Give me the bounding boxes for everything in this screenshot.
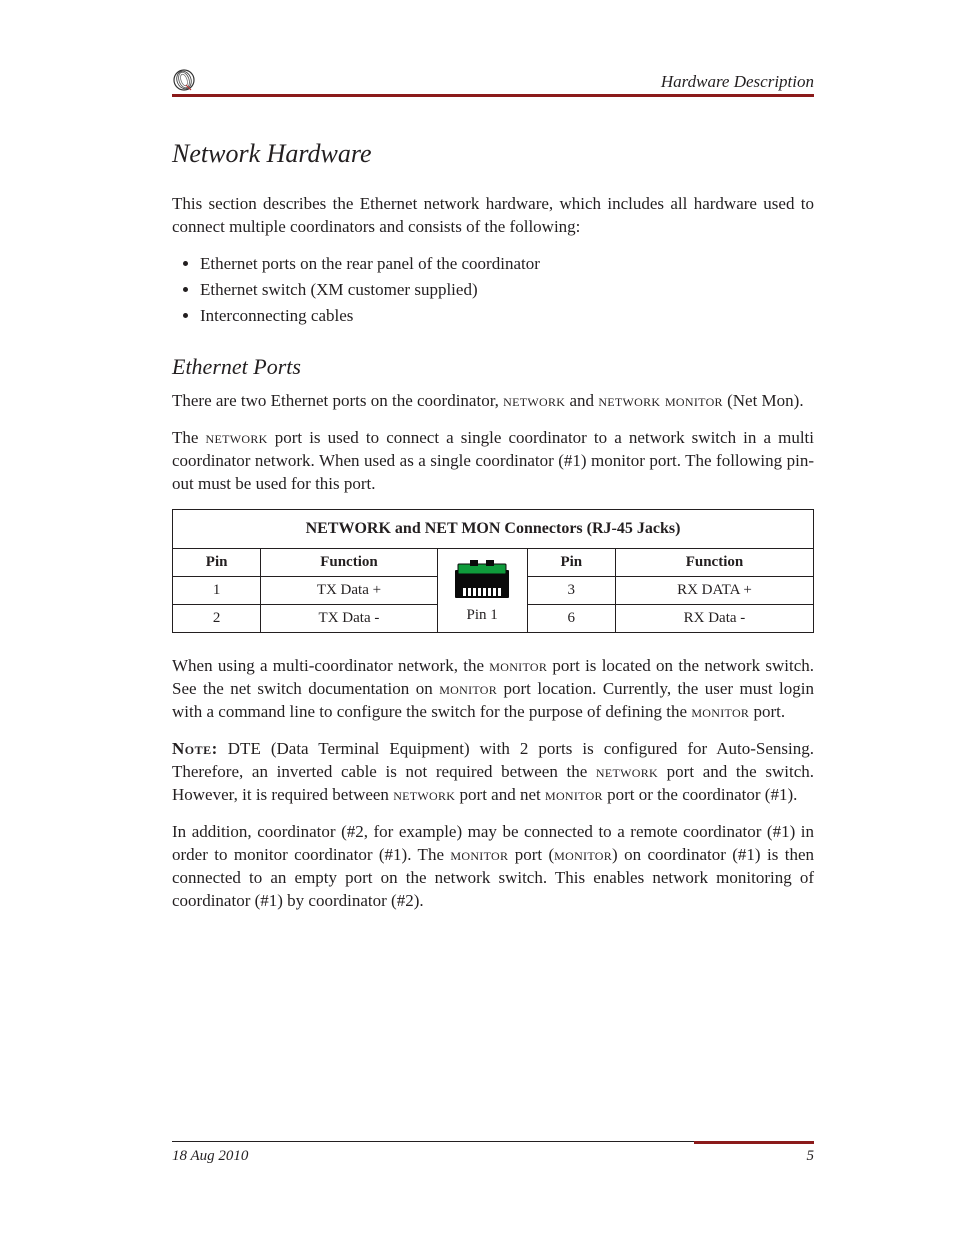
intro-paragraph: This section describes the Ethernet netw… — [172, 193, 814, 239]
ports-para-3: When using a multi-coordinator network, … — [172, 655, 814, 724]
page-number: 5 — [807, 1148, 815, 1165]
table-header: Pin — [527, 549, 615, 577]
page-footer: 18 Aug 2010 5 — [172, 1141, 814, 1165]
footer-date: 18 Aug 2010 — [172, 1148, 248, 1165]
pinout-table: NETWORK and NET MON Connectors (RJ-45 Ja… — [172, 509, 814, 633]
table-header: Function — [261, 549, 437, 577]
section-title: Hardware Description — [208, 72, 814, 92]
list-item: Ethernet ports on the rear panel of the … — [200, 253, 814, 276]
table-cell: 2 — [173, 605, 261, 633]
ports-para-4: In addition, coordinator (#2, for exampl… — [172, 821, 814, 913]
company-logo-icon — [172, 68, 196, 92]
pin1-label: Pin 1 — [442, 607, 522, 624]
table-cell: 6 — [527, 605, 615, 633]
page-title: Network Hardware — [172, 139, 814, 169]
ports-para-1: There are two Ethernet ports on the coor… — [172, 390, 814, 413]
table-header: Function — [615, 549, 813, 577]
subsection-title: Ethernet Ports — [172, 354, 814, 380]
rj45-jack-cell: Pin 1 — [437, 549, 527, 633]
table-cell: 1 — [173, 577, 261, 605]
table-header: Pin — [173, 549, 261, 577]
table-cell: TX Data + — [261, 577, 437, 605]
list-item: Ethernet switch (XM customer supplied) — [200, 279, 814, 302]
ports-para-2: The network port is used to connect a si… — [172, 427, 814, 496]
table-title: NETWORK and NET MON Connectors (RJ-45 Ja… — [173, 510, 814, 549]
network-hw-list: Ethernet ports on the rear panel of the … — [172, 253, 814, 328]
table-cell: RX Data - — [615, 605, 813, 633]
table-cell: 3 — [527, 577, 615, 605]
table-cell: RX DATA + — [615, 577, 813, 605]
table-cell: TX Data - — [261, 605, 437, 633]
list-item: Interconnecting cables — [200, 305, 814, 328]
rj45-icon — [452, 560, 512, 600]
header-divider — [172, 94, 814, 97]
note-paragraph: Note: DTE (Data Terminal Equipment) with… — [172, 738, 814, 807]
